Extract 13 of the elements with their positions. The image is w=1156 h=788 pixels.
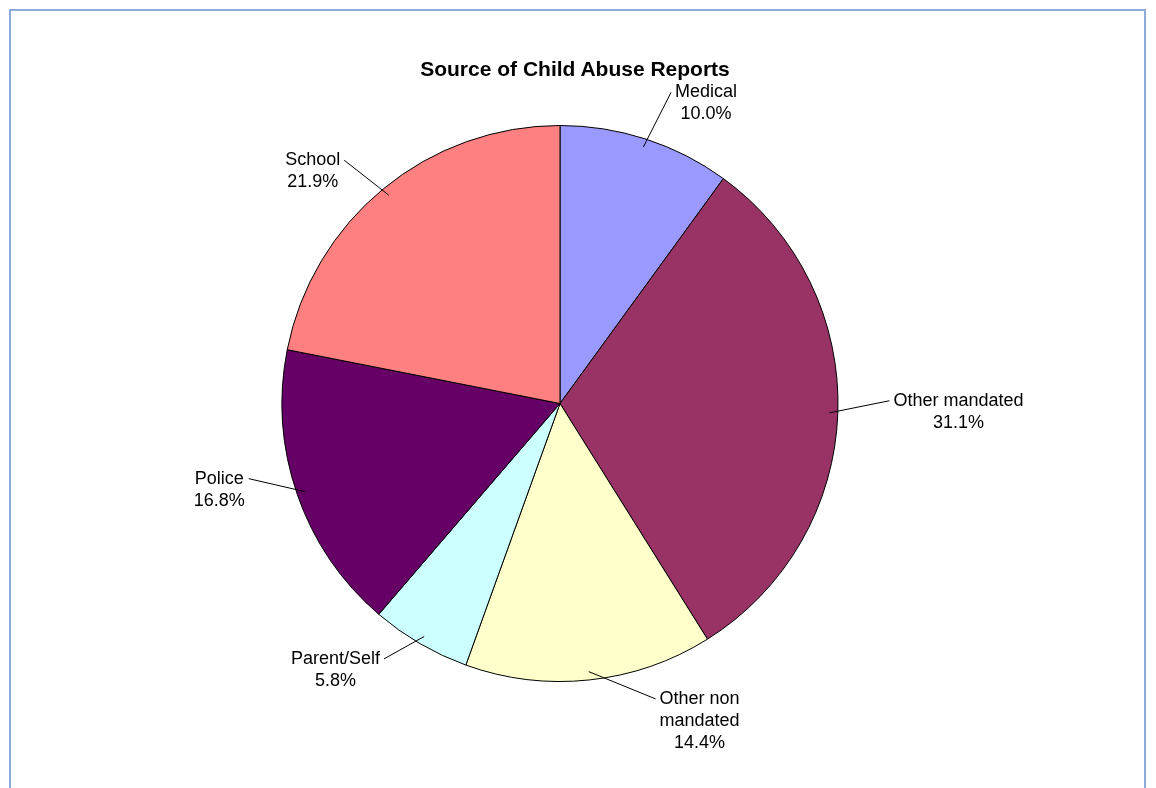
slice-label: School bbox=[285, 149, 341, 170]
data-label: 5.8% bbox=[314, 669, 356, 690]
slice-label: Police bbox=[194, 467, 244, 488]
slice-label: Parent/Self bbox=[290, 647, 381, 668]
data-label: 10.0% bbox=[680, 103, 732, 124]
data-label: 16.8% bbox=[193, 489, 245, 510]
data-label: 14.4% bbox=[674, 731, 726, 752]
slice-label: Medical bbox=[675, 81, 738, 102]
chart-title: Source of Child Abuse Reports bbox=[420, 56, 730, 80]
data-label: 31.1% bbox=[932, 411, 984, 432]
data-label: 21.9% bbox=[287, 171, 339, 192]
slice-label: Other mandated bbox=[893, 389, 1024, 410]
slice-label: Other non mandated bbox=[659, 687, 740, 730]
